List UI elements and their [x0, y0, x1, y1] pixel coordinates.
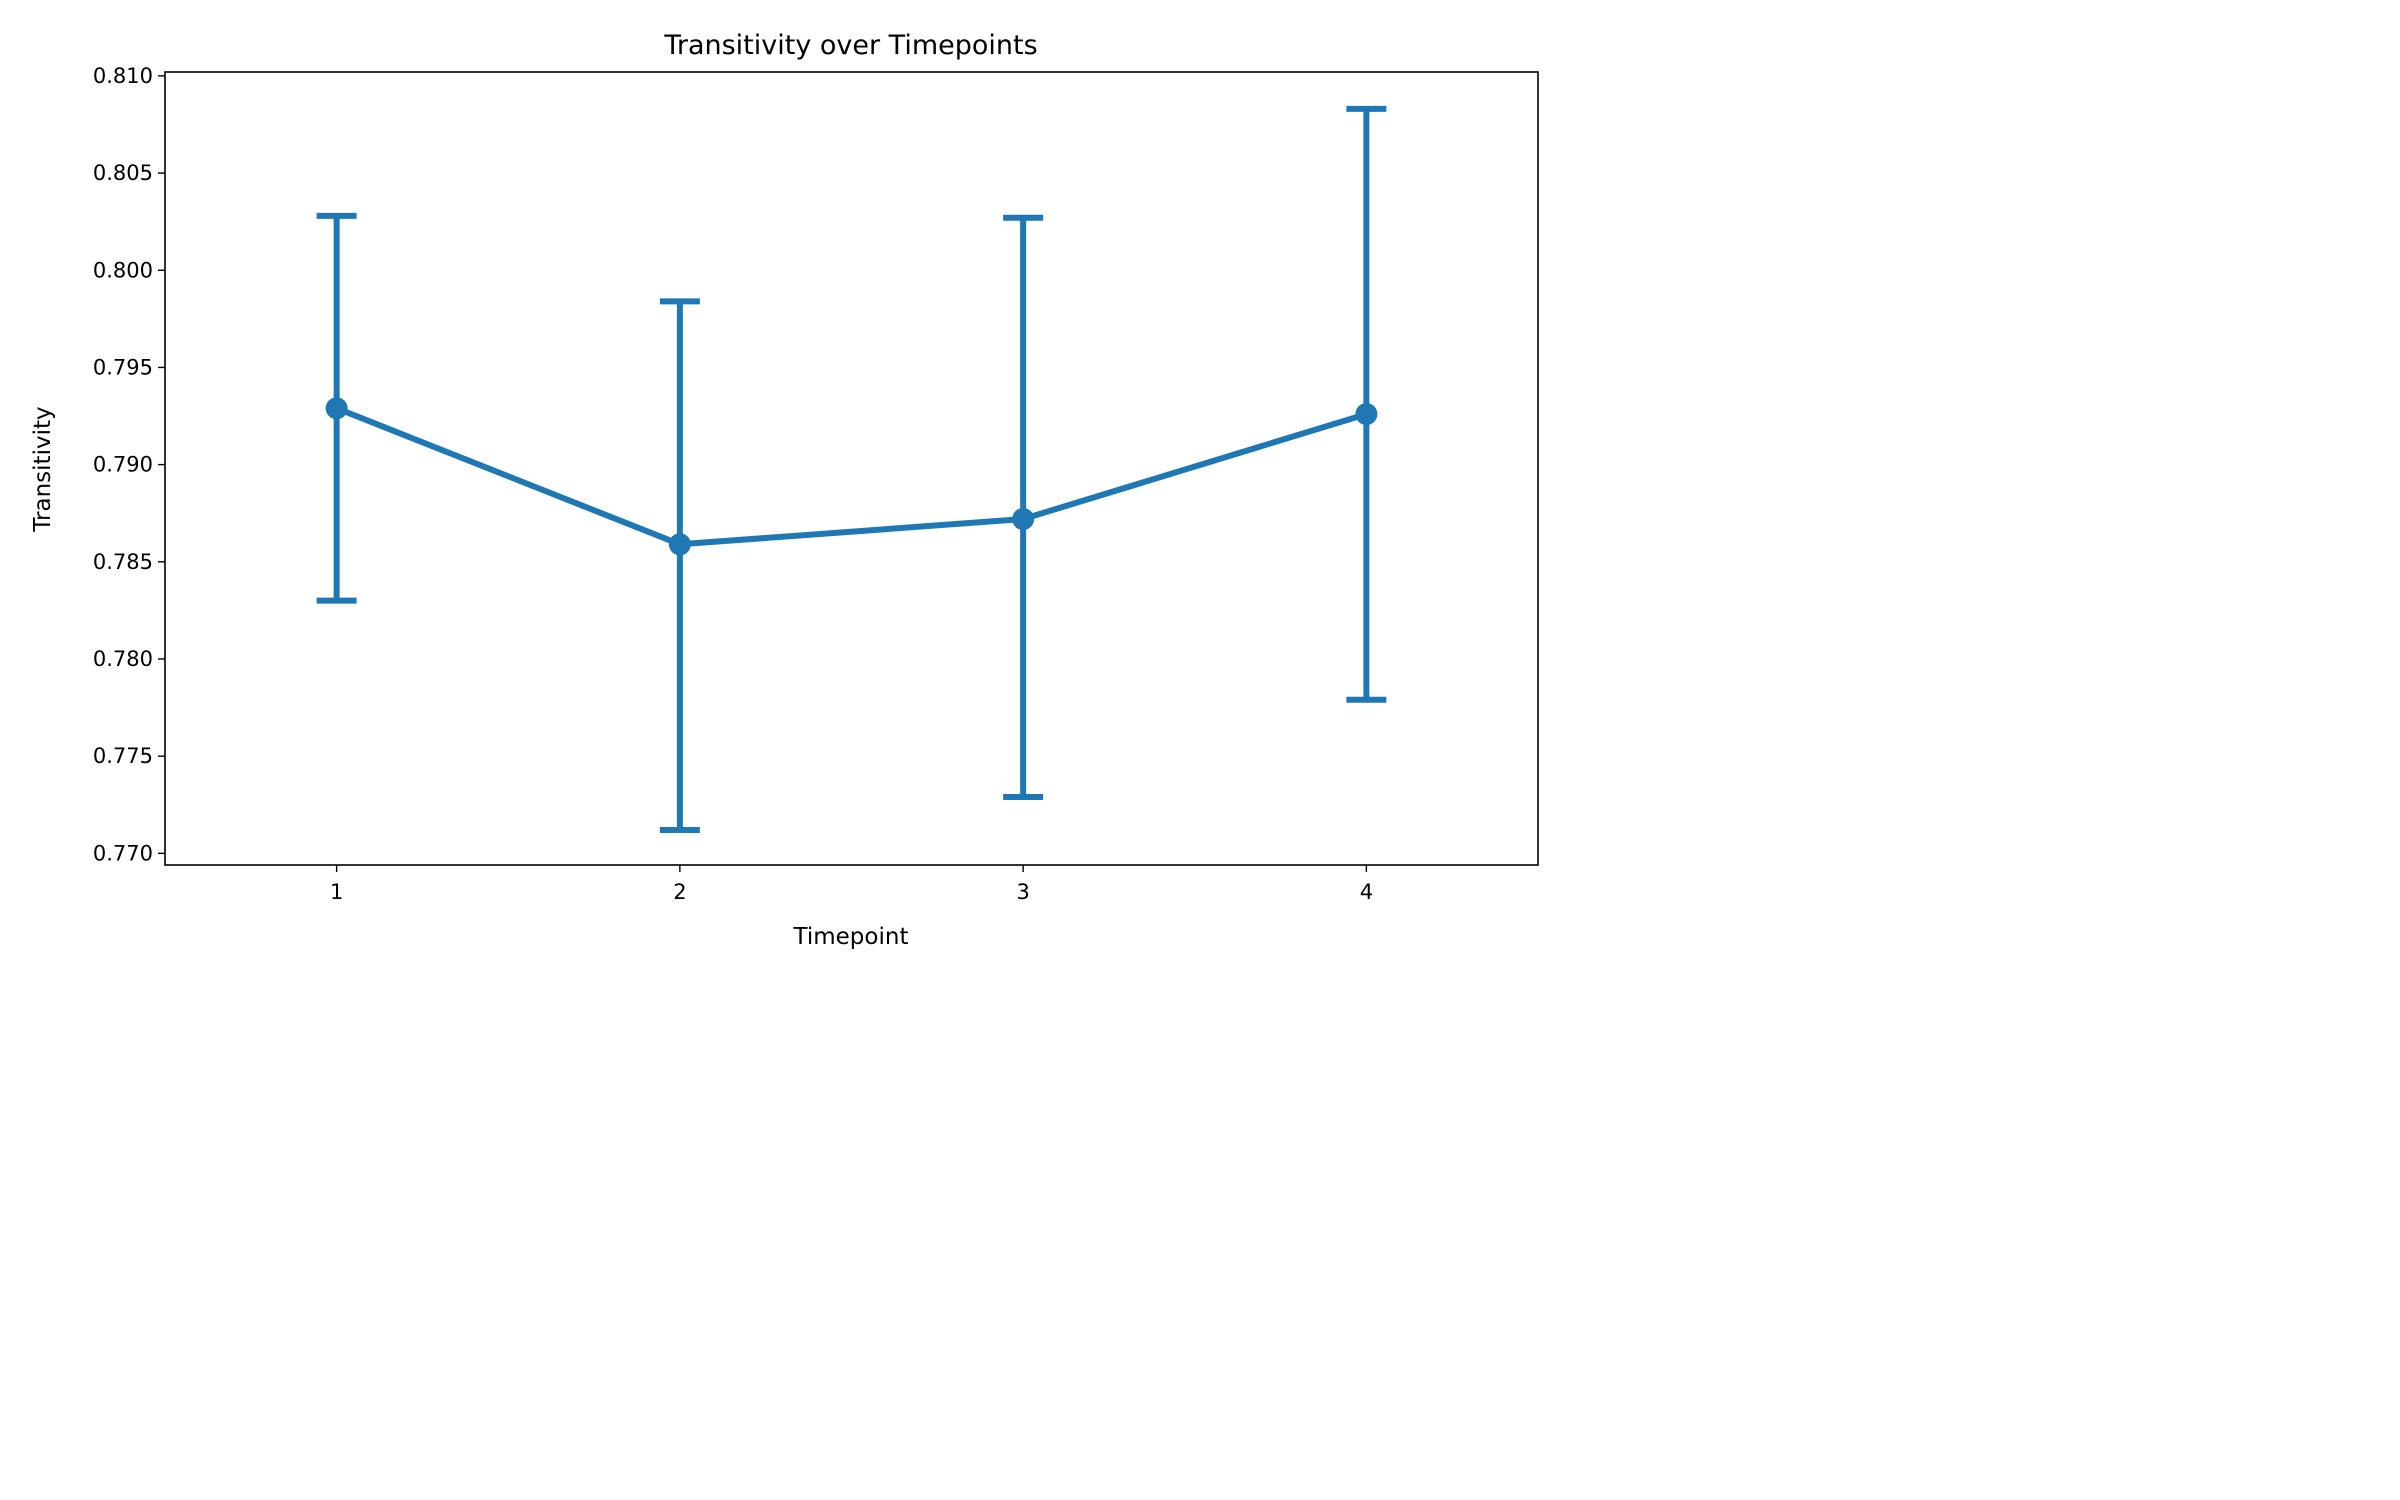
- y-tick-label: 0.790: [93, 453, 153, 477]
- y-tick-label: 0.775: [93, 744, 153, 768]
- y-tick-label: 0.780: [93, 647, 153, 671]
- y-tick-label: 0.770: [93, 841, 153, 865]
- series-line: [335, 405, 1368, 548]
- chart: Transitivity over Timepoints 0.7700.7750…: [30, 30, 1539, 950]
- y-axis-label: Transitivity: [30, 406, 56, 532]
- series-layer: [316, 105, 1387, 834]
- y-tick-label: 0.785: [93, 550, 153, 574]
- data-point: [668, 533, 691, 556]
- data-point: [1355, 403, 1378, 426]
- x-axis: 1 2 3 4: [330, 865, 1373, 904]
- plot-frame: [164, 71, 1539, 866]
- y-tick-label: 0.795: [93, 355, 153, 379]
- y-axis: 0.770 0.775 0.780 0.785 0.790 0.795 0.800 0.805…: [93, 64, 165, 865]
- x-tick-label: 3: [1016, 880, 1029, 904]
- y-tick-label: 0.805: [93, 161, 153, 185]
- y-tick-label: 0.810: [93, 64, 153, 88]
- chart-title: Transitivity over Timepoints: [663, 30, 1037, 61]
- y-tick-label: 0.800: [93, 258, 153, 282]
- x-tick-label: 2: [673, 880, 686, 904]
- x-tick-label: 4: [1360, 880, 1373, 904]
- data-point: [325, 397, 348, 420]
- data-point: [1012, 508, 1035, 531]
- plot-area: [164, 71, 1539, 866]
- x-axis-label: Timepoint: [793, 924, 909, 950]
- x-tick-label: 1: [330, 880, 343, 904]
